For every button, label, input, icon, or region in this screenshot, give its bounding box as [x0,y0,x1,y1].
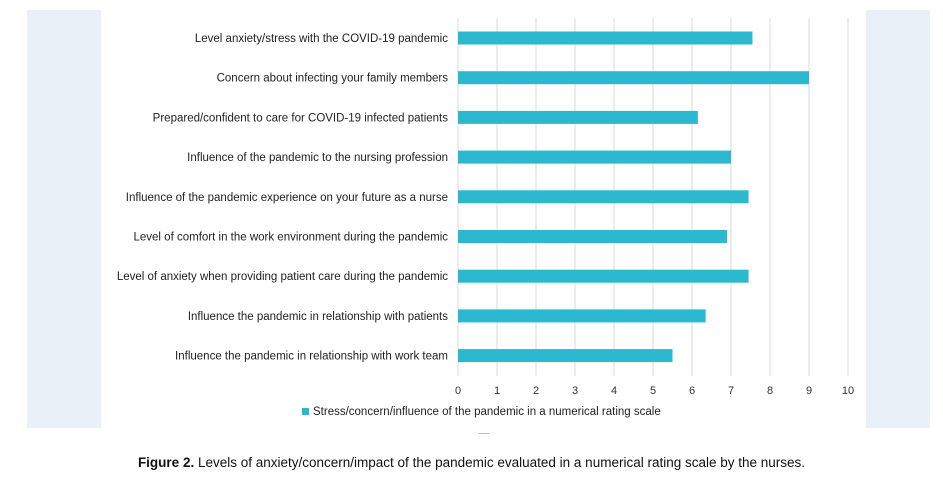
legend: Stress/concern/influence of the pandemic… [302,406,661,418]
category-label: Level of anxiety when providing patient … [117,271,448,283]
divider [478,433,490,434]
x-tick-label: 10 [842,385,854,397]
x-tick-label: 8 [767,385,773,397]
x-tick-label: 9 [806,385,812,397]
bar [458,110,698,124]
category-label: Influence of the pandemic to the nursing… [187,152,448,164]
category-label: Prepared/confident to care for COVID-19 … [153,112,449,124]
bar [458,269,749,283]
x-tick-label: 3 [572,385,578,397]
category-label: Influence of the pandemic experience on … [126,192,448,204]
caption-text: Levels of anxiety/concern/impact of the … [194,455,806,470]
x-tick-labels: 0 1 2 3 4 5 6 7 8 9 10 [455,385,854,397]
x-tick-label: 0 [455,385,461,397]
category-label: Influence the pandemic in relationship w… [175,351,448,363]
x-tick-label: 1 [494,385,500,397]
bars [458,31,809,363]
chart-area: Level anxiety/stress with the COVID-19 p… [101,10,866,428]
right-background-panel [866,10,930,428]
legend-label: Stress/concern/influence of the pandemic… [313,406,661,418]
x-tick-label: 6 [689,385,695,397]
bar [458,349,673,363]
bar [458,71,809,85]
x-tick-label: 5 [650,385,656,397]
caption-label: Figure 2. [137,455,195,470]
category-label: Level anxiety/stress with the COVID-19 p… [195,33,448,45]
category-labels: Level anxiety/stress with the COVID-19 p… [117,33,448,363]
bar [458,150,731,164]
category-label: Influence the pandemic in relationship w… [188,311,448,323]
legend-swatch [302,408,309,415]
bar [458,190,749,204]
x-tick-label: 7 [728,385,734,397]
left-background-panel [27,10,101,428]
category-label: Level of comfort in the work environment… [134,232,449,244]
bar [458,230,728,243]
bar-chart: Level anxiety/stress with the COVID-19 p… [117,18,854,418]
x-tick-label: 2 [533,385,539,397]
bar [458,31,753,45]
bar [458,309,706,323]
figure-caption: Figure 2. Levels of anxiety/concern/impa… [0,455,943,470]
x-tick-label: 4 [611,385,617,397]
category-label: Concern about infecting your family memb… [217,73,449,85]
